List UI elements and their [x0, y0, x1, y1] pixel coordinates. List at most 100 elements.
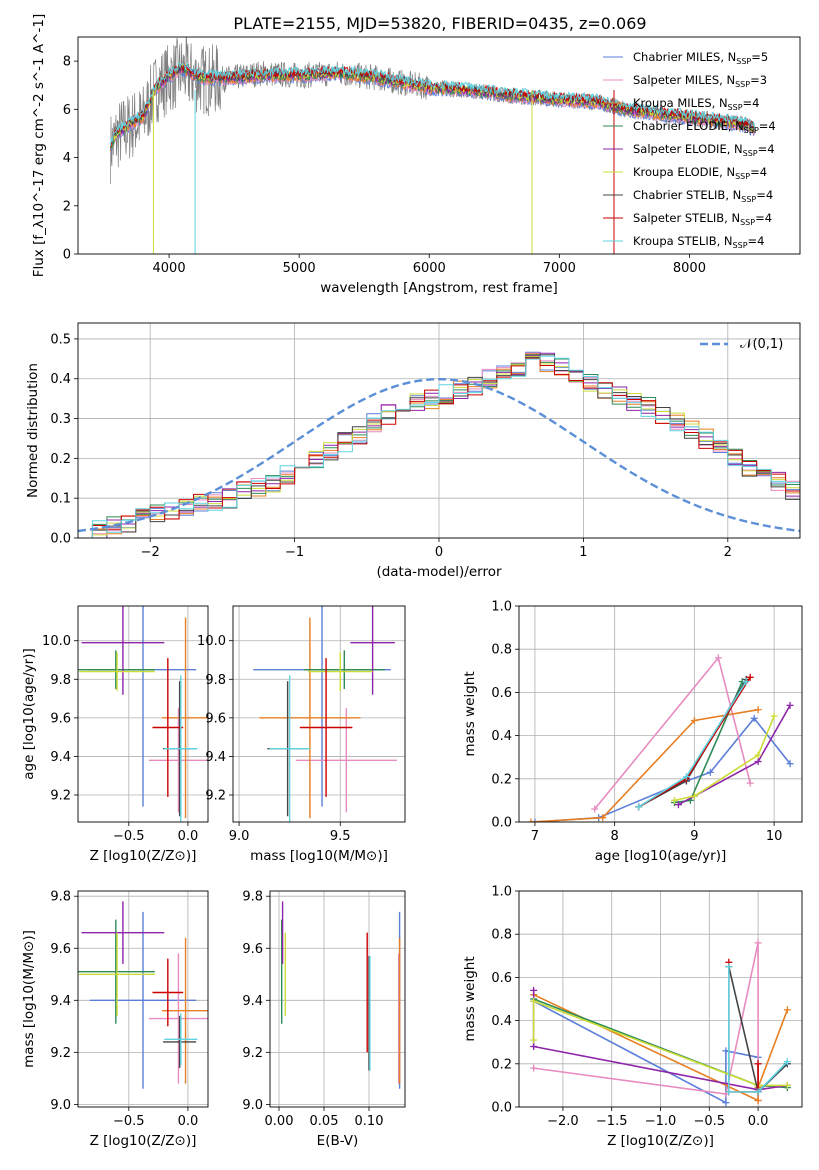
y-tick-label: 9.8	[50, 890, 71, 905]
mass-vs-ebv-plot-area	[281, 901, 401, 1089]
age-vs-mass-panel: 9.0 9.5 9.2 9.4 9.6 9.8 10.0 mass [log10(M/M⊙)]	[197, 605, 406, 864]
y-tick-label: 9.0	[242, 1098, 263, 1113]
x-tick-label: 0.00	[265, 1114, 294, 1129]
y-tick-label: 9.4	[50, 750, 71, 765]
x-tick-label: 9.0	[229, 829, 250, 844]
y-tick-label: 10.0	[197, 634, 226, 649]
y-tick-label: 0.2	[491, 772, 512, 787]
mass-weight-vs-age-plot-area	[527, 654, 794, 822]
x-tick-label: 8000	[673, 261, 706, 276]
x-axis-label: age [log10(age/yr)]	[595, 848, 727, 864]
y-tick-label: 0.2	[491, 1057, 512, 1072]
legend-label: Chabrier STELIB, NSSP=4	[633, 188, 773, 204]
age-vs-z-plot-area	[78, 606, 208, 822]
weight-line-6	[674, 715, 775, 802]
x-tick-label: 4000	[153, 261, 186, 276]
x-tick-label: 0.0	[748, 1114, 769, 1129]
y-tick-label: 9.4	[50, 994, 71, 1009]
x-axis-label: Z [log10(Z/Z⊙)]	[90, 1133, 197, 1149]
x-tick-label: −1.0	[645, 1114, 677, 1129]
axes-frame	[518, 605, 803, 823]
spectrum-legend: Chabrier MILES, NSSP=5 Salpeter MILES, NS…	[603, 50, 776, 250]
y-tick-label: 9.6	[242, 942, 263, 957]
legend-label: Kroupa STELIB, NSSP=4	[633, 234, 764, 250]
y-tick-label: 9.4	[242, 994, 263, 1009]
legend-label: Kroupa MILES, NSSP=4	[633, 96, 759, 112]
axes-frame	[77, 322, 801, 539]
x-axis-label: Z [log10(Z/Z⊙)]	[90, 848, 197, 864]
y-tick-label: 8	[63, 55, 71, 70]
x-tick-label: 0.0	[178, 829, 199, 844]
legend-label: Chabrier ELODIE, NSSP=4	[633, 119, 776, 135]
mass-vs-z-plot-area	[78, 901, 208, 1089]
x-tick-label: 1	[579, 545, 587, 560]
legend-label: Chabrier MILES, NSSP=5	[633, 50, 768, 66]
x-axis-label: mass [log10(M/M⊙)]	[250, 848, 388, 864]
age-vs-mass-plot-area	[253, 606, 397, 822]
y-tick-label: 9.6	[205, 711, 226, 726]
legend-label: Salpeter ELODIE, NSSP=4	[633, 142, 775, 158]
x-tick-label: 0.05	[310, 1114, 339, 1129]
x-tick-label: 6000	[413, 261, 446, 276]
y-tick-label: 0.8	[491, 643, 512, 658]
x-axis-label: E(B-V)	[317, 1133, 359, 1149]
normal-curve	[78, 377, 800, 533]
y-tick-label: 0.3	[50, 412, 71, 427]
x-tick-label: −1	[285, 545, 304, 560]
weight-line-9	[638, 681, 747, 808]
legend-label: Kroupa ELODIE, NSSP=4	[633, 165, 767, 181]
y-tick-label: 9.8	[50, 673, 71, 688]
weight-line-6	[532, 1000, 788, 1087]
y-tick-label: 9.2	[205, 789, 226, 804]
y-axis-label: mass weight	[462, 671, 478, 756]
y-axis-label: age [log10(age/yr)]	[21, 648, 37, 780]
mass-vs-ebv-panel: 0.00 0.05 0.10 9.0 9.2 9.4 9.6 9.8 E(B-V)	[242, 890, 406, 1149]
mass-weight-vs-z-plot-area	[530, 939, 791, 1107]
y-tick-label: 9.2	[50, 1046, 71, 1061]
spectrum-panel: 4000 5000 6000 7000 8000 0 2 4 6 8 wavelength [Ang…	[31, 14, 801, 296]
axes-frame	[77, 605, 209, 823]
residual-hist-panel: −2 −1 0 1 2 0.0 0.1 0.2 0.3 0.4 0.5 (data-model)/er…	[25, 322, 801, 580]
y-tick-label: 0.6	[491, 686, 512, 701]
x-tick-label: 8	[611, 829, 619, 844]
y-tick-label: 2	[63, 199, 71, 214]
y-tick-label: 9.0	[50, 1098, 71, 1113]
y-tick-label: 0.4	[50, 372, 71, 387]
x-tick-label: 7	[531, 829, 539, 844]
y-axis-label: mass [log10(M/M⊙)]	[21, 930, 37, 1068]
weight-line-3	[530, 708, 759, 822]
weight-line-9	[728, 966, 788, 1093]
x-axis-label: wavelength [Angstrom, rest frame]	[320, 280, 558, 296]
age-vs-z-panel: −0.5 0.0 9.2 9.4 9.6 9.8 10.0 Z [log10(Z/Z⊙)] ag…	[21, 605, 209, 864]
x-tick-label: −0.5	[113, 1114, 145, 1129]
y-tick-label: 1.0	[491, 600, 512, 615]
x-tick-label: 2	[724, 545, 732, 560]
weight-line-1	[534, 717, 791, 822]
y-tick-label: 4	[63, 151, 71, 166]
spectrum-plot-area	[110, 37, 755, 254]
y-tick-label: 0.0	[50, 532, 71, 547]
x-tick-label: 0.0	[178, 1114, 199, 1129]
x-axis-label: (data-model)/error	[376, 564, 502, 580]
histogram-9	[78, 355, 800, 538]
figure-title: PLATE=2155, MJD=53820, FIBERID=0435, z=0…	[233, 14, 646, 33]
y-tick-label: 0.8	[491, 928, 512, 943]
y-tick-label: 9.8	[242, 890, 263, 905]
axes-frame	[269, 890, 406, 1108]
y-tick-label: 9.2	[50, 789, 71, 804]
y-tick-label: 0.5	[50, 332, 71, 347]
y-tick-label: 9.2	[242, 1046, 263, 1061]
axes-frame	[518, 890, 803, 1108]
legend-label: Salpeter MILES, NSSP=3	[633, 73, 767, 89]
y-tick-label: 1.0	[491, 885, 512, 900]
x-tick-label: 5000	[283, 261, 316, 276]
y-tick-label: 0.0	[491, 1101, 512, 1116]
model-line-9	[110, 61, 755, 146]
y-tick-label: 0.2	[50, 452, 71, 467]
y-tick-label: 0	[63, 248, 71, 263]
mass-vs-z-panel: −0.5 0.0 9.0 9.2 9.4 9.6 9.8 Z [log10(Z/Z⊙)] mas…	[21, 890, 209, 1149]
x-tick-label: −1.5	[596, 1114, 628, 1129]
y-tick-label: 9.6	[50, 942, 71, 957]
axes-frame	[77, 890, 209, 1108]
